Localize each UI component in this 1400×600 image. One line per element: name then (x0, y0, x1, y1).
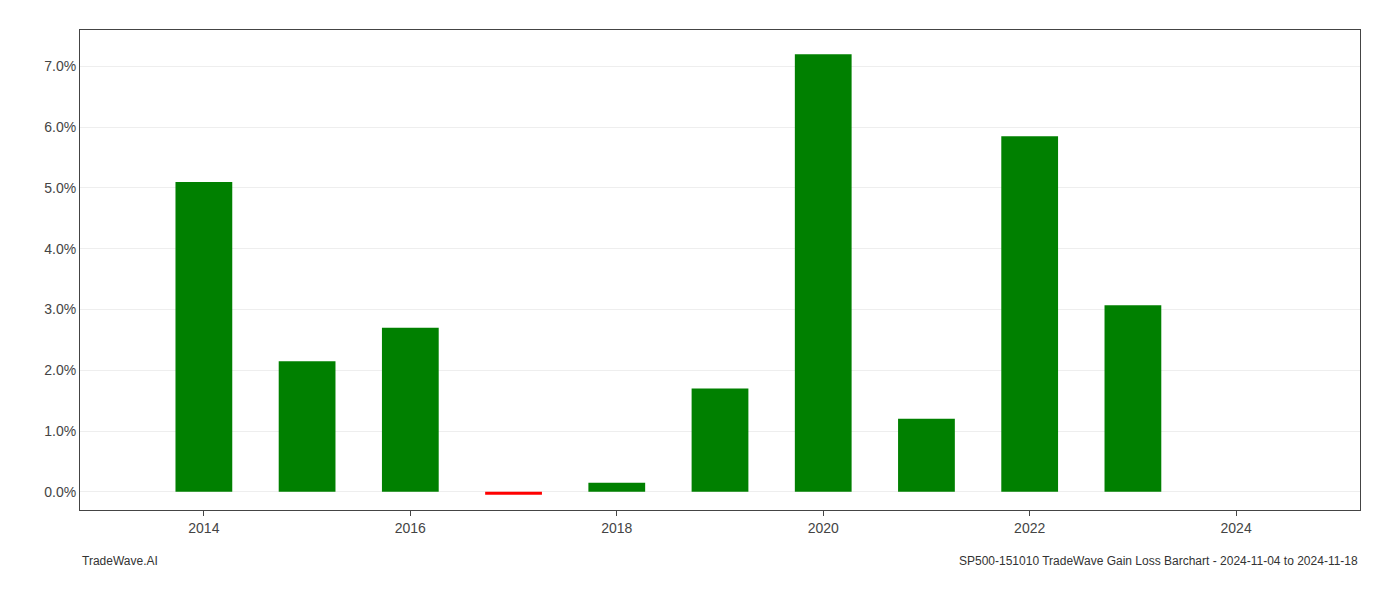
svg-text:6.0%: 6.0% (44, 119, 76, 135)
svg-text:4.0%: 4.0% (44, 241, 76, 257)
svg-text:5.0%: 5.0% (44, 180, 76, 196)
svg-text:2014: 2014 (188, 520, 219, 536)
svg-text:2020: 2020 (808, 520, 839, 536)
svg-text:2016: 2016 (395, 520, 426, 536)
svg-text:2.0%: 2.0% (44, 362, 76, 378)
svg-text:2018: 2018 (601, 520, 632, 536)
svg-text:3.0%: 3.0% (44, 301, 76, 317)
svg-text:SP500-151010 TradeWave Gain Lo: SP500-151010 TradeWave Gain Loss Barchar… (959, 554, 1358, 568)
svg-text:7.0%: 7.0% (44, 58, 76, 74)
svg-text:TradeWave.AI: TradeWave.AI (82, 554, 158, 568)
svg-text:2024: 2024 (1221, 520, 1252, 536)
svg-text:2022: 2022 (1014, 520, 1045, 536)
svg-text:1.0%: 1.0% (44, 423, 76, 439)
svg-text:0.0%: 0.0% (44, 484, 76, 500)
